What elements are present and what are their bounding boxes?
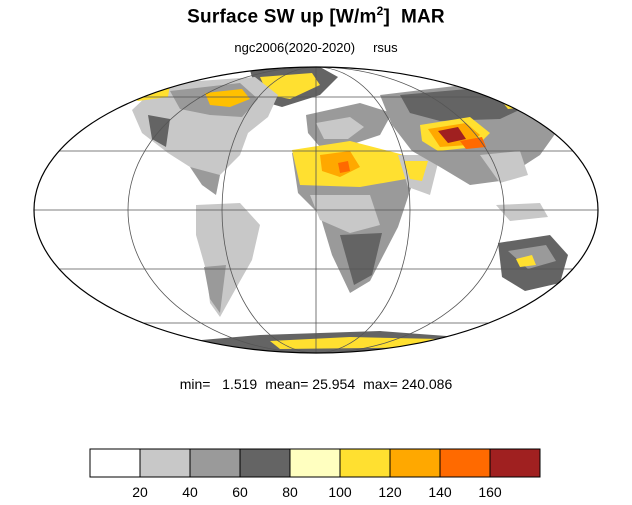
colorbar-tick-label: 100	[328, 484, 352, 500]
colorbar-swatch	[189, 448, 241, 478]
title-close: ]	[383, 6, 390, 28]
south-america-dark	[204, 265, 226, 313]
title-superscript: 2	[376, 4, 384, 18]
colorbar-tick-label: 40	[182, 484, 198, 500]
australia-yellow	[516, 255, 536, 267]
colorbar-swatch	[489, 448, 541, 478]
central-america	[190, 167, 220, 195]
colorbar-swatch	[89, 448, 141, 478]
map-subtitle: ngc2006(2020-2020) rsus	[0, 40, 632, 55]
min-value: 1.519	[222, 376, 258, 392]
mean-value: 25.954	[312, 376, 356, 392]
map-title: Surface SW up [W/m2] MAR	[0, 4, 632, 28]
arabia-yellow	[404, 161, 428, 181]
colorbar-swatch	[389, 448, 441, 478]
colorbar-swatch	[289, 448, 341, 478]
max-value: 240.086	[401, 376, 453, 392]
field-stats: min= 1.519 mean= 25.954 max= 240.086	[0, 376, 632, 392]
colorbar-tick-label: 140	[428, 484, 452, 500]
variable-label: rsus	[373, 40, 398, 55]
min-label: min=	[179, 376, 211, 392]
canada-yellow	[205, 89, 250, 107]
europe-light	[316, 117, 364, 139]
southern-africa-dark	[340, 233, 382, 285]
sahara-hot	[338, 161, 350, 173]
title-season: MAR	[400, 6, 445, 28]
colorbar-tick-label: 20	[132, 484, 148, 500]
map-border	[33, 66, 599, 354]
mean-label: mean=	[265, 376, 309, 392]
colorbar-swatch	[239, 448, 291, 478]
run-label: ngc2006(2020-2020)	[234, 40, 356, 55]
indonesia	[496, 203, 548, 221]
title-text: Surface SW up [W/m	[187, 6, 377, 28]
greenland-yellow	[260, 73, 320, 99]
colorbar-tick-label: 120	[378, 484, 402, 500]
colorbar-swatch	[339, 448, 391, 478]
colorbar-swatch	[139, 448, 191, 478]
colorbar-swatch	[439, 448, 491, 478]
colorbar	[89, 448, 541, 478]
colorbar-tick-label: 60	[232, 484, 248, 500]
central-africa	[310, 195, 380, 233]
colorbar-tick-label: 80	[282, 484, 298, 500]
max-label: max=	[363, 376, 398, 392]
central-asia-red	[438, 127, 466, 143]
colorbar-tick-label: 160	[478, 484, 502, 500]
world-map	[33, 66, 599, 354]
